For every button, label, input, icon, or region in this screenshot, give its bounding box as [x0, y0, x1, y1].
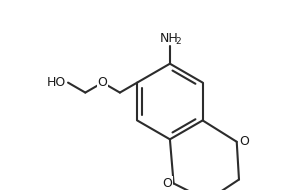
Text: 2: 2 [175, 37, 181, 46]
Text: O: O [98, 76, 108, 89]
Text: HO: HO [47, 76, 66, 89]
Text: O: O [239, 135, 249, 148]
Text: O: O [162, 177, 172, 190]
Text: NH: NH [159, 32, 178, 45]
